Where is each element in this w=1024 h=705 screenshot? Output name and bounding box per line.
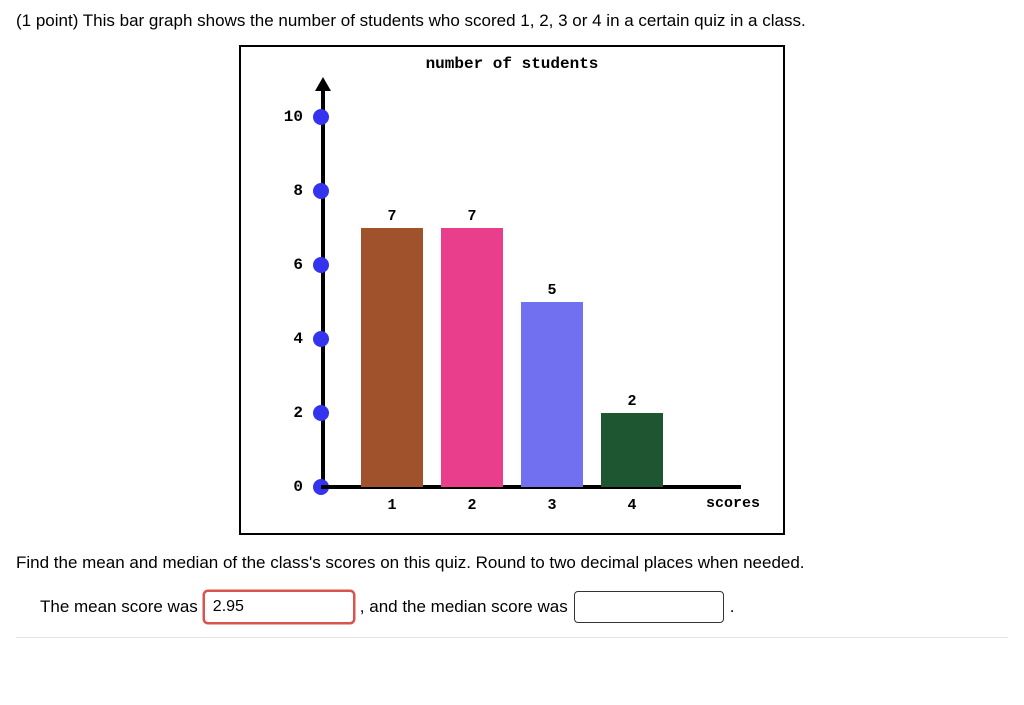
x-axis-label: scores <box>706 495 760 512</box>
y-tick-marker <box>313 405 329 421</box>
y-axis-arrow-icon <box>315 77 331 91</box>
x-category-label: 1 <box>387 497 396 514</box>
bar-chart: number of students 024681071725324scores <box>239 45 785 535</box>
plot-area: 024681071725324scores <box>321 87 741 487</box>
instructions-text: Find the mean and median of the class's … <box>16 553 1008 573</box>
points-label: (1 point) <box>16 11 78 30</box>
answer-line: The mean score was , and the median scor… <box>16 591 1008 638</box>
x-category-label: 3 <box>547 497 556 514</box>
answer-suffix: . <box>730 597 735 617</box>
y-tick-label: 6 <box>293 256 303 274</box>
y-tick-marker <box>313 183 329 199</box>
y-tick-label: 2 <box>293 404 303 422</box>
x-category-label: 4 <box>627 497 636 514</box>
y-tick-label: 4 <box>293 330 303 348</box>
bar: 5 <box>521 302 583 487</box>
chart-title: number of students <box>241 55 783 73</box>
y-tick-marker <box>313 257 329 273</box>
y-tick-marker <box>313 109 329 125</box>
bar-value-label: 7 <box>361 208 423 225</box>
bar-value-label: 7 <box>441 208 503 225</box>
y-axis <box>321 87 325 487</box>
prompt-text: This bar graph shows the number of stude… <box>83 11 806 30</box>
median-input[interactable] <box>574 591 724 623</box>
bar: 7 <box>361 228 423 487</box>
answer-prefix: The mean score was <box>40 597 198 617</box>
answer-mid: , and the median score was <box>360 597 568 617</box>
y-tick-label: 10 <box>284 108 303 126</box>
x-category-label: 2 <box>467 497 476 514</box>
bar-value-label: 5 <box>521 282 583 299</box>
bar-value-label: 2 <box>601 393 663 410</box>
y-tick-marker <box>313 331 329 347</box>
mean-input[interactable] <box>204 591 354 623</box>
y-tick-label: 8 <box>293 182 303 200</box>
bar: 2 <box>601 413 663 487</box>
y-tick-label: 0 <box>293 478 303 496</box>
bar: 7 <box>441 228 503 487</box>
question-prompt: (1 point) This bar graph shows the numbe… <box>16 10 1008 33</box>
